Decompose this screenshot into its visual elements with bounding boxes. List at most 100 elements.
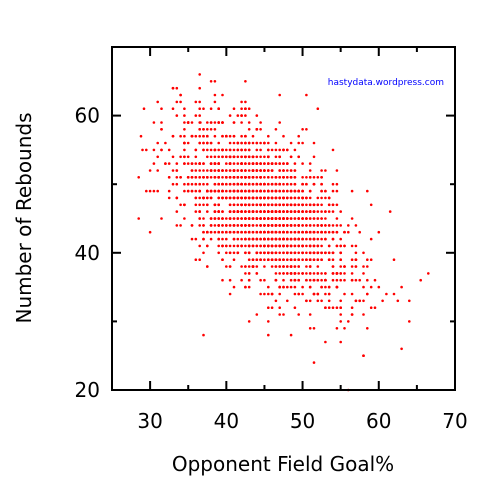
data-point [270,203,274,207]
data-point [308,299,312,303]
data-point [232,203,236,207]
data-point [419,278,423,282]
data-point [209,230,213,234]
data-point [255,189,259,193]
data-point [186,176,190,179]
data-point [225,169,228,172]
data-point [278,182,282,186]
data-point [400,285,403,289]
data-point [320,278,323,282]
data-point [240,224,243,227]
data-point [339,210,343,213]
data-point [247,265,251,268]
data-point [255,217,259,220]
data-point [194,114,198,117]
data-point [232,237,236,241]
data-point [305,272,308,275]
data-point [312,244,316,248]
data-point [194,237,198,241]
x-tick-label: 30 [137,409,162,433]
data-point [396,299,400,303]
data-point [347,230,350,234]
data-point [339,320,343,323]
y-axis-label: Number of Rebounds [12,112,36,323]
data-point [255,196,259,200]
data-point [282,258,285,262]
data-point [240,155,243,159]
data-point [221,93,224,97]
data-point [270,210,274,213]
data-point [312,210,316,213]
data-point [244,155,247,159]
data-point [190,176,194,179]
data-point [198,73,201,76]
data-point [362,272,365,275]
data-point [236,237,240,241]
data-point [247,141,251,145]
data-point [274,141,278,145]
data-point [244,189,247,193]
data-point [247,148,251,152]
data-point [251,237,255,241]
data-point [278,121,282,124]
data-point [297,230,301,234]
data-point [236,224,240,227]
data-point [286,224,289,227]
x-tick-label: 70 [442,409,467,433]
data-point [228,176,232,179]
data-point [240,162,243,165]
data-point [217,121,220,124]
data-point [228,244,232,248]
data-point [286,210,289,213]
data-point [255,169,259,172]
data-point [221,258,224,262]
data-point [293,217,297,220]
data-point [335,272,339,275]
data-point [320,237,323,241]
data-point [343,292,346,296]
data-point [263,169,266,172]
data-point [305,244,308,248]
data-point [251,169,255,172]
data-point [213,189,217,193]
data-point [160,217,163,220]
data-point [236,189,240,193]
data-point [350,265,354,268]
data-point [259,141,262,145]
data-point [270,292,274,296]
data-point [198,100,201,104]
data-point [236,176,240,179]
data-point [221,148,224,152]
data-point [267,230,270,234]
data-point [194,169,198,172]
data-point [282,285,285,289]
data-point [213,203,217,207]
data-point [228,278,232,282]
data-point [297,210,301,213]
data-point [289,333,293,337]
data-point [244,196,247,200]
data-point [312,203,316,207]
data-point [373,306,377,310]
data-point [209,237,213,241]
data-point [289,210,293,213]
data-point [194,258,198,262]
data-point [247,285,251,289]
data-point [278,237,282,241]
data-point [312,327,316,330]
data-point [175,176,179,179]
data-point [305,299,308,303]
data-point [259,148,262,152]
data-point [259,189,262,193]
data-point [171,155,175,159]
data-point [301,258,304,262]
data-point [278,272,282,275]
data-point [293,196,297,200]
data-point [331,258,335,262]
data-point [278,285,282,289]
data-point [267,182,270,186]
data-point [228,155,232,159]
data-point [202,237,205,241]
data-point [160,121,163,124]
annotation-label: hastydata.wordpress.com [328,78,444,88]
